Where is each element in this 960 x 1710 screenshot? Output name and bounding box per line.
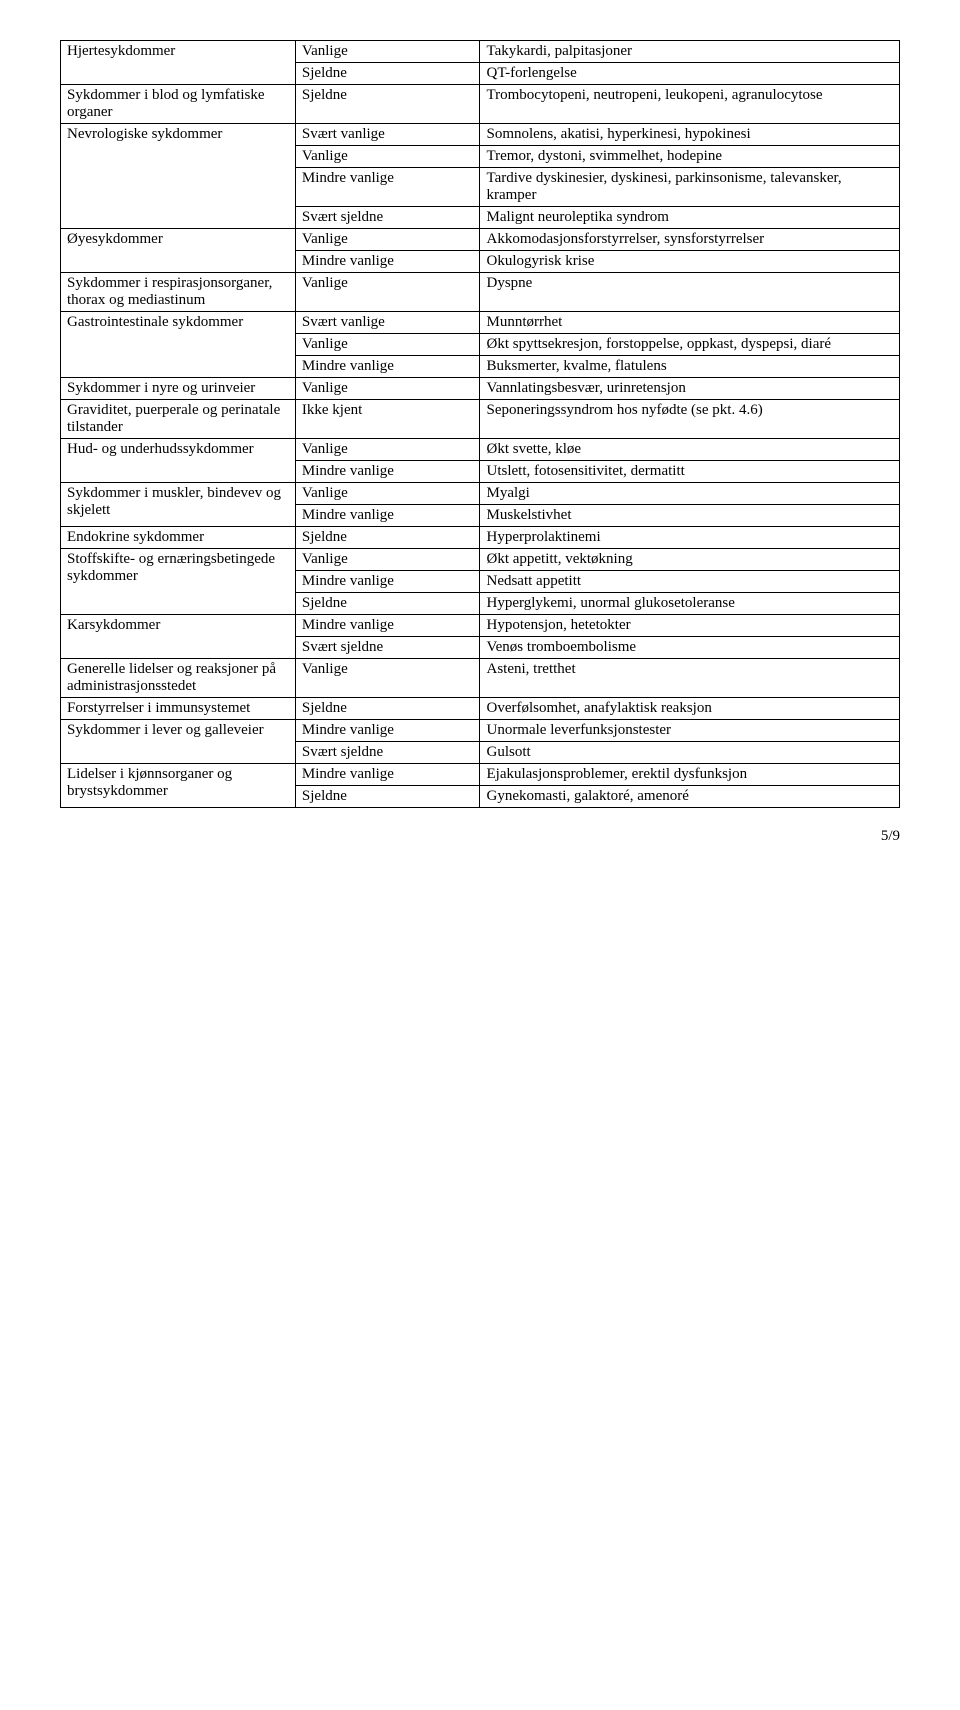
effect-cell: Okulogyrisk krise <box>480 251 900 273</box>
table-row: Stoffskifte- og ernæringsbetingede sykdo… <box>61 549 900 571</box>
frequency-cell: Svært sjeldne <box>295 742 480 764</box>
table-row: HjertesykdommerVanligeTakykardi, palpita… <box>61 41 900 63</box>
frequency-cell: Sjeldne <box>295 593 480 615</box>
table-row: Sykdommer i respirasjonsorganer, thorax … <box>61 273 900 312</box>
effect-cell: Gulsott <box>480 742 900 764</box>
table-row: Hud- og underhudssykdommerVanligeØkt sve… <box>61 439 900 461</box>
table-row: Generelle lidelser og reaksjoner på admi… <box>61 659 900 698</box>
table-row: Gastrointestinale sykdommerSvært vanlige… <box>61 312 900 334</box>
frequency-cell: Mindre vanlige <box>295 251 480 273</box>
effect-cell: QT-forlengelse <box>480 63 900 85</box>
system-organ-class-cell: Hud- og underhudssykdommer <box>61 439 296 483</box>
system-organ-class-cell: Sykdommer i lever og galleveier <box>61 720 296 764</box>
system-organ-class-cell: Sykdommer i blod og lymfatiske organer <box>61 85 296 124</box>
table-row: Endokrine sykdommerSjeldneHyperprolaktin… <box>61 527 900 549</box>
effect-cell: Tremor, dystoni, svimmelhet, hodepine <box>480 146 900 168</box>
table-row: Lidelser i kjønnsorganer og brystsykdomm… <box>61 764 900 786</box>
frequency-cell: Vanlige <box>295 334 480 356</box>
system-organ-class-cell: Forstyrrelser i immunsystemet <box>61 698 296 720</box>
system-organ-class-cell: Endokrine sykdommer <box>61 527 296 549</box>
system-organ-class-cell: Sykdommer i respirasjonsorganer, thorax … <box>61 273 296 312</box>
effect-cell: Gynekomasti, galaktoré, amenoré <box>480 786 900 808</box>
frequency-cell: Svært sjeldne <box>295 207 480 229</box>
table-row: ØyesykdommerVanligeAkkomodasjonsforstyrr… <box>61 229 900 251</box>
effect-cell: Dyspne <box>480 273 900 312</box>
effect-cell: Buksmerter, kvalme, flatulens <box>480 356 900 378</box>
frequency-cell: Svært vanlige <box>295 124 480 146</box>
effect-cell: Takykardi, palpitasjoner <box>480 41 900 63</box>
frequency-cell: Mindre vanlige <box>295 505 480 527</box>
frequency-cell: Svært vanlige <box>295 312 480 334</box>
effect-cell: Unormale leverfunksjonstester <box>480 720 900 742</box>
system-organ-class-cell: Stoffskifte- og ernæringsbetingede sykdo… <box>61 549 296 615</box>
effect-cell: Hyperglykemi, unormal glukosetoleranse <box>480 593 900 615</box>
frequency-cell: Vanlige <box>295 273 480 312</box>
frequency-cell: Sjeldne <box>295 698 480 720</box>
effect-cell: Myalgi <box>480 483 900 505</box>
system-organ-class-cell: Nevrologiske sykdommer <box>61 124 296 229</box>
effect-cell: Økt svette, kløe <box>480 439 900 461</box>
effect-cell: Munntørrhet <box>480 312 900 334</box>
system-organ-class-cell: Graviditet, puerperale og perinatale til… <box>61 400 296 439</box>
frequency-cell: Mindre vanlige <box>295 168 480 207</box>
effect-cell: Seponeringssyndrom hos nyfødte (se pkt. … <box>480 400 900 439</box>
effect-cell: Trombocytopeni, neutropeni, leukopeni, a… <box>480 85 900 124</box>
frequency-cell: Vanlige <box>295 659 480 698</box>
table-row: Sykdommer i muskler, bindevev og skjelet… <box>61 483 900 505</box>
table-row: Nevrologiske sykdommerSvært vanligeSomno… <box>61 124 900 146</box>
effect-cell: Malignt neuroleptika syndrom <box>480 207 900 229</box>
frequency-cell: Vanlige <box>295 229 480 251</box>
frequency-cell: Svært sjeldne <box>295 637 480 659</box>
frequency-cell: Sjeldne <box>295 786 480 808</box>
effect-cell: Muskelstivhet <box>480 505 900 527</box>
frequency-cell: Vanlige <box>295 483 480 505</box>
system-organ-class-cell: Øyesykdommer <box>61 229 296 273</box>
frequency-cell: Mindre vanlige <box>295 764 480 786</box>
table-row: Forstyrrelser i immunsystemetSjeldneOver… <box>61 698 900 720</box>
effect-cell: Tardive dyskinesier, dyskinesi, parkinso… <box>480 168 900 207</box>
system-organ-class-cell: Sykdommer i nyre og urinveier <box>61 378 296 400</box>
effect-cell: Akkomodasjonsforstyrrelser, synsforstyrr… <box>480 229 900 251</box>
effect-cell: Nedsatt appetitt <box>480 571 900 593</box>
frequency-cell: Vanlige <box>295 549 480 571</box>
frequency-cell: Ikke kjent <box>295 400 480 439</box>
frequency-cell: Vanlige <box>295 439 480 461</box>
effect-cell: Økt appetitt, vektøkning <box>480 549 900 571</box>
system-organ-class-cell: Gastrointestinale sykdommer <box>61 312 296 378</box>
frequency-cell: Vanlige <box>295 146 480 168</box>
frequency-cell: Mindre vanlige <box>295 461 480 483</box>
frequency-cell: Mindre vanlige <box>295 571 480 593</box>
table-row: Sykdommer i blod og lymfatiske organerSj… <box>61 85 900 124</box>
table-row: Sykdommer i lever og galleveierMindre va… <box>61 720 900 742</box>
effect-cell: Utslett, fotosensitivitet, dermatitt <box>480 461 900 483</box>
effect-cell: Asteni, tretthet <box>480 659 900 698</box>
frequency-cell: Sjeldne <box>295 63 480 85</box>
effect-cell: Overfølsomhet, anafylaktisk reaksjon <box>480 698 900 720</box>
effect-cell: Hypotensjon, hetetokter <box>480 615 900 637</box>
system-organ-class-cell: Karsykdommer <box>61 615 296 659</box>
frequency-cell: Vanlige <box>295 41 480 63</box>
system-organ-class-cell: Hjertesykdommer <box>61 41 296 85</box>
system-organ-class-cell: Lidelser i kjønnsorganer og brystsykdomm… <box>61 764 296 808</box>
effect-cell: Somnolens, akatisi, hyperkinesi, hypokin… <box>480 124 900 146</box>
effect-cell: Ejakulasjonsproblemer, erektil dysfunksj… <box>480 764 900 786</box>
frequency-cell: Mindre vanlige <box>295 720 480 742</box>
frequency-cell: Mindre vanlige <box>295 615 480 637</box>
page-number: 5/9 <box>60 828 900 845</box>
effect-cell: Hyperprolaktinemi <box>480 527 900 549</box>
table-row: KarsykdommerMindre vanligeHypotensjon, h… <box>61 615 900 637</box>
frequency-cell: Vanlige <box>295 378 480 400</box>
effect-cell: Venøs tromboembolisme <box>480 637 900 659</box>
table-row: Graviditet, puerperale og perinatale til… <box>61 400 900 439</box>
system-organ-class-cell: Generelle lidelser og reaksjoner på admi… <box>61 659 296 698</box>
effect-cell: Økt spyttsekresjon, forstoppelse, oppkas… <box>480 334 900 356</box>
table-row: Sykdommer i nyre og urinveierVanligeVann… <box>61 378 900 400</box>
frequency-cell: Mindre vanlige <box>295 356 480 378</box>
adverse-effects-table: HjertesykdommerVanligeTakykardi, palpita… <box>60 40 900 808</box>
frequency-cell: Sjeldne <box>295 85 480 124</box>
effect-cell: Vannlatingsbesvær, urinretensjon <box>480 378 900 400</box>
system-organ-class-cell: Sykdommer i muskler, bindevev og skjelet… <box>61 483 296 527</box>
frequency-cell: Sjeldne <box>295 527 480 549</box>
